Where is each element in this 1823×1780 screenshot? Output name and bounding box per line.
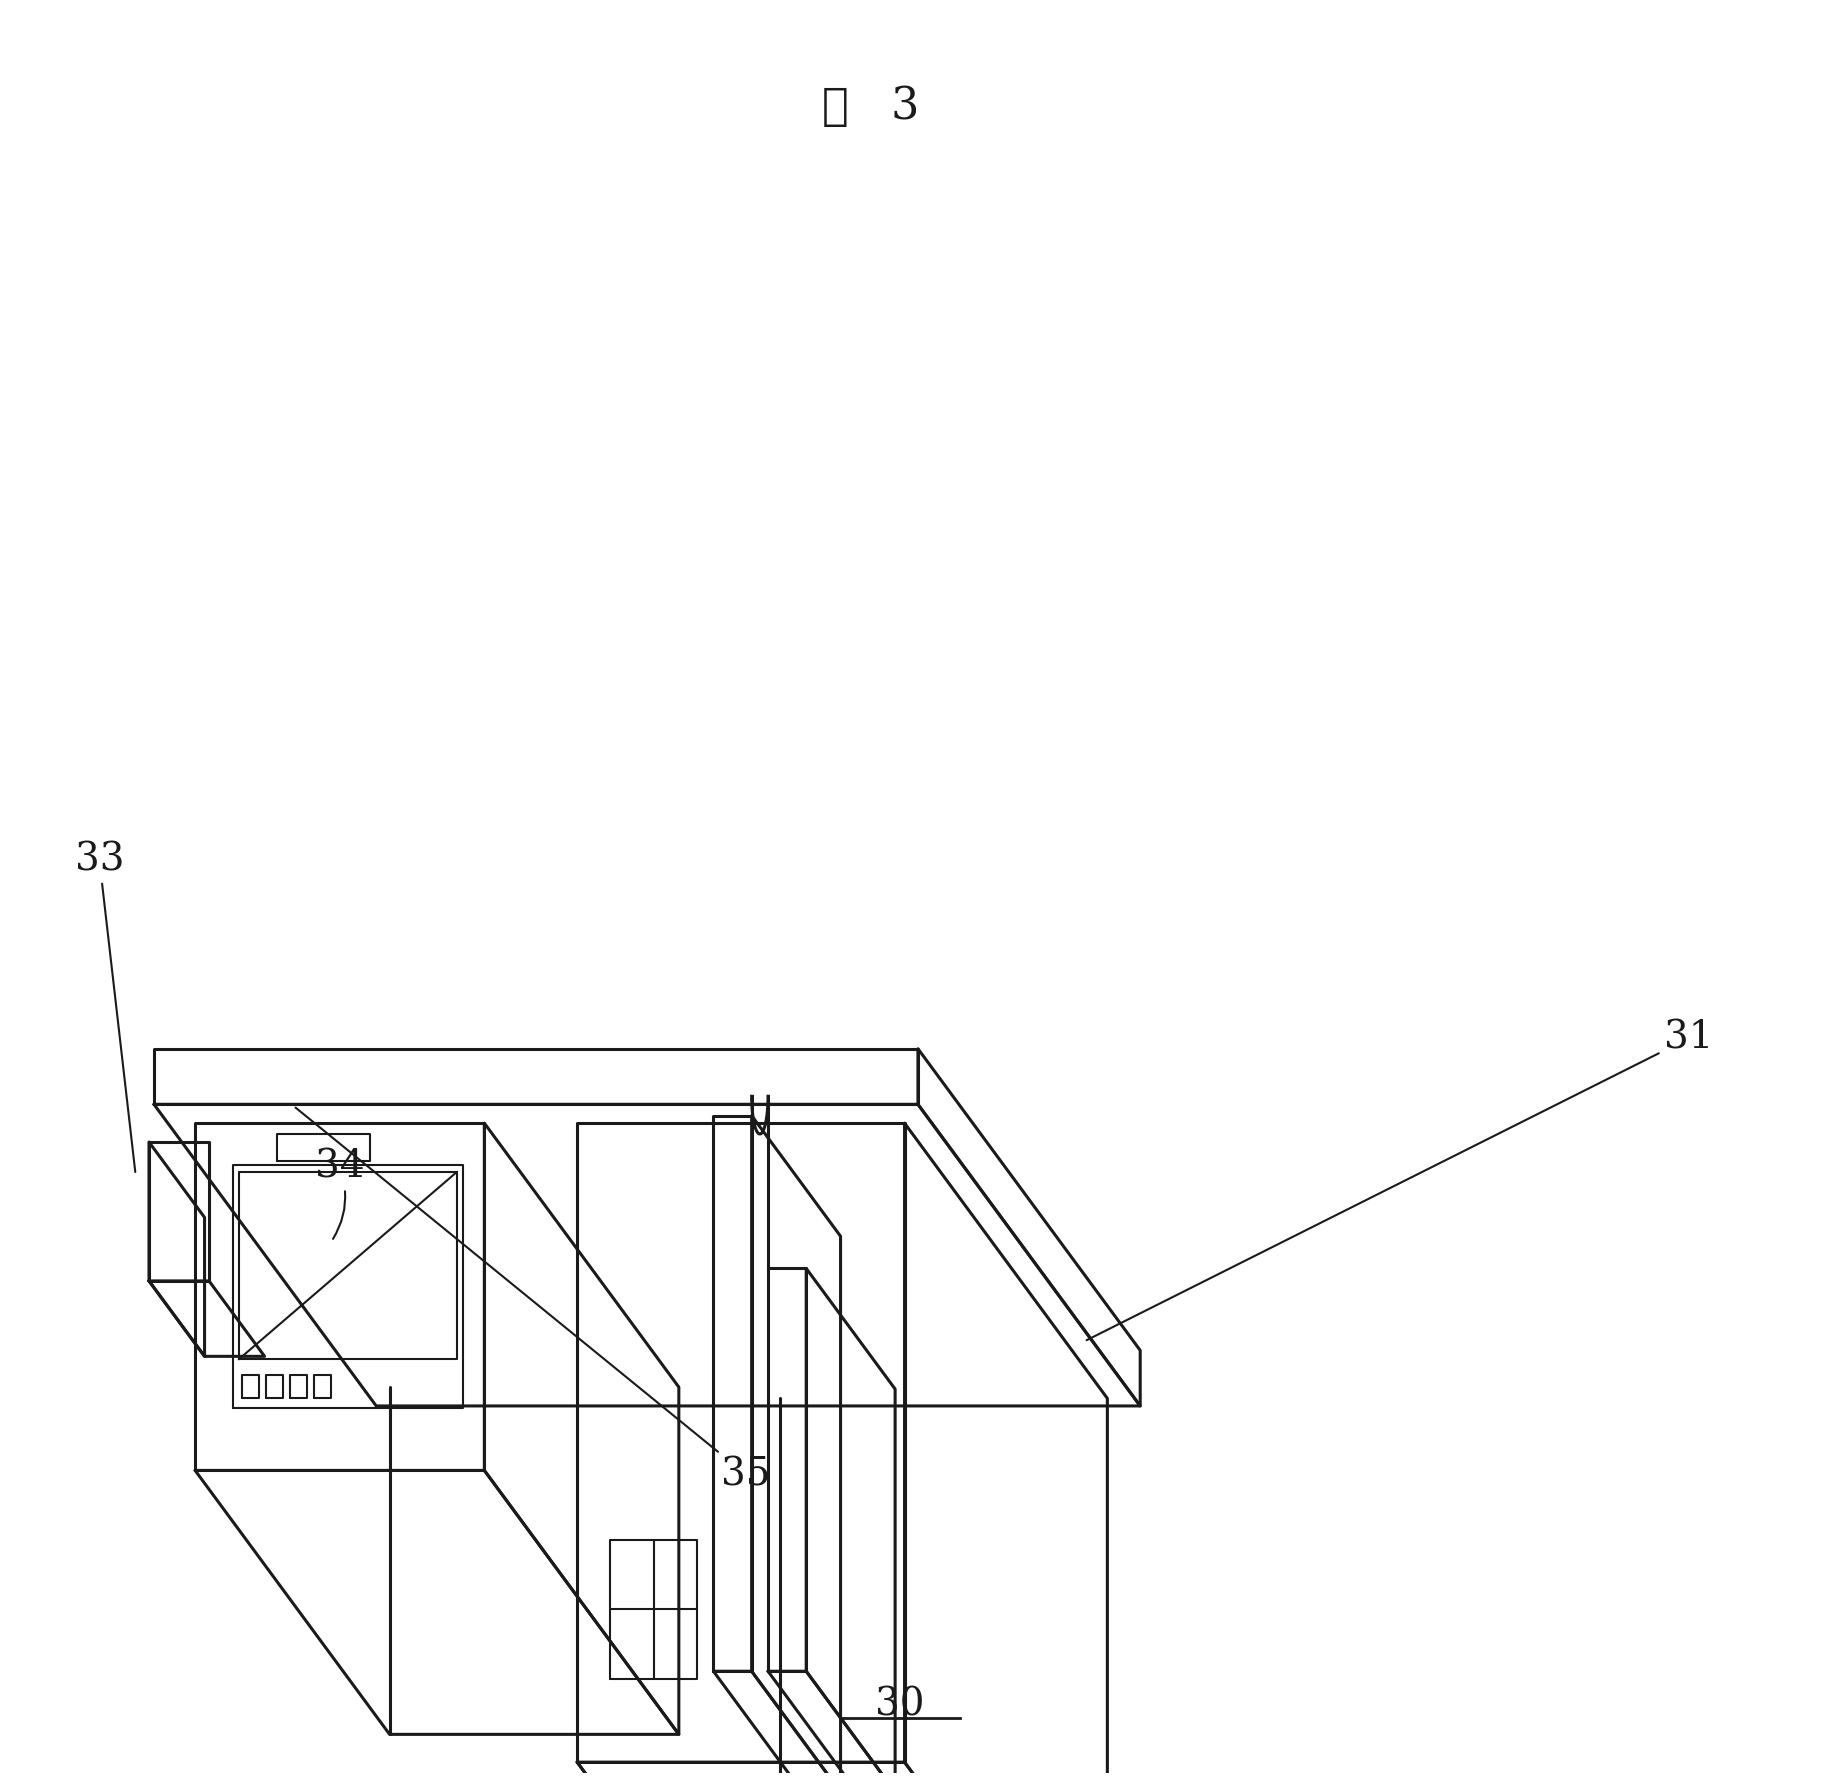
Text: 图   3: 图 3 xyxy=(822,85,919,128)
Text: 30: 30 xyxy=(875,1686,924,1723)
Text: 33: 33 xyxy=(75,842,135,1171)
Text: 31: 31 xyxy=(1087,1020,1714,1340)
Text: 34: 34 xyxy=(315,1148,365,1239)
Text: 35: 35 xyxy=(295,1107,771,1493)
